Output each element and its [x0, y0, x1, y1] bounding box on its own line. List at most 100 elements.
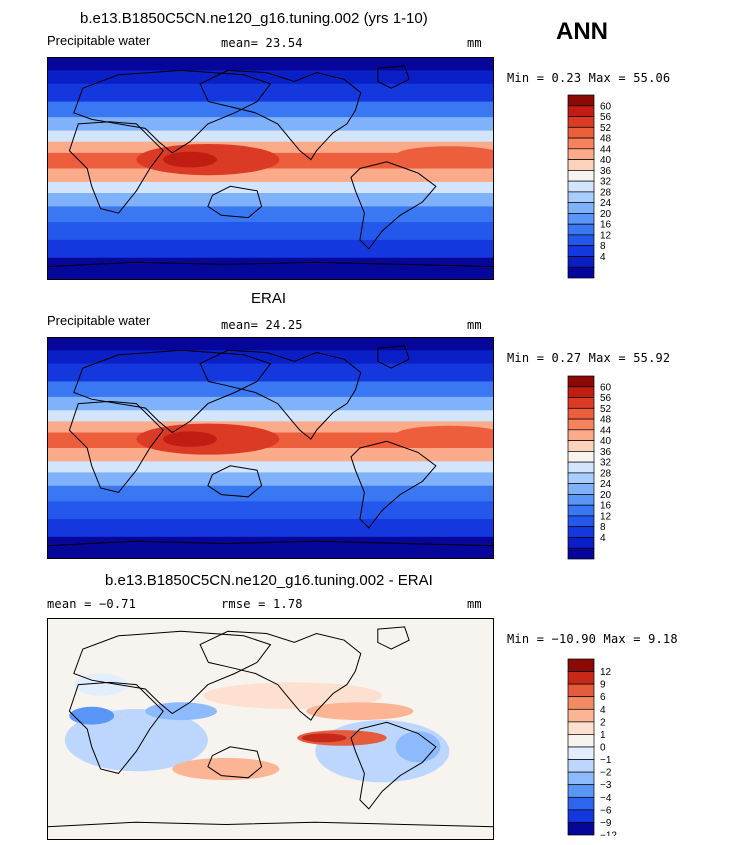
colorbar-box [567, 159, 595, 171]
anomaly-region [64, 709, 208, 772]
colorbar-box [567, 771, 595, 786]
colorbar-box [567, 213, 595, 225]
colorbar-box [567, 696, 595, 710]
colorbar-box [567, 515, 595, 528]
lat-band [47, 396, 494, 411]
colorbar-box [567, 537, 595, 549]
colorbar-tick-label: 32 [600, 458, 612, 469]
colorbar-box [567, 658, 595, 672]
season-label: ANN [556, 18, 608, 45]
coastline-south-america [350, 721, 437, 810]
coastline-eurasia [73, 630, 272, 715]
colorbar-tick-label: 9 [600, 680, 606, 691]
colorbar-box [567, 148, 595, 160]
coastline-south-america [350, 161, 437, 250]
colorbar-box [567, 494, 595, 506]
lat-band [47, 536, 494, 559]
coastline-north-america [199, 69, 362, 161]
colorbar-box [567, 245, 595, 257]
lat-band [47, 501, 494, 520]
coastline-africa [68, 681, 164, 774]
colorbar-tick-label: 12 [600, 667, 612, 678]
lat-band [47, 193, 494, 207]
anomaly-region [172, 757, 280, 781]
colorbar-tick-label: 36 [600, 447, 612, 458]
lat-band [47, 448, 494, 462]
lat-band [47, 57, 494, 71]
panel-3-mean: mean = −0.71 [47, 597, 137, 611]
colorbar-box [567, 547, 595, 560]
coastline-antarctica [47, 540, 494, 559]
lat-band [47, 410, 494, 422]
colorbar-box [567, 375, 595, 388]
lat-band [47, 181, 494, 194]
colorbar-tick-label: 4 [600, 533, 606, 544]
lat-band [47, 381, 494, 398]
colorbar-tick-label: −2 [600, 768, 612, 779]
colorbar-tick-label: 4 [600, 252, 606, 263]
colorbar-tick-label: 8 [600, 522, 606, 533]
panel-1-map [47, 57, 494, 280]
colorbar-box [567, 266, 595, 279]
colorbar-tick-label: 40 [600, 436, 612, 447]
panel-2-mean: mean= 24.25 [221, 318, 303, 332]
lat-band [47, 519, 494, 538]
panel-1-units: mm [467, 36, 482, 50]
panel-2-title: ERAI [251, 290, 287, 307]
colorbar-tick-label: 48 [600, 415, 612, 426]
colorbar-box [567, 784, 595, 798]
colorbar-tick-label: 8 [600, 241, 606, 252]
lat-band [47, 421, 494, 434]
colorbar-box [567, 759, 595, 773]
map-frame [47, 57, 494, 280]
anomaly-region [69, 706, 115, 725]
colorbar-box [567, 170, 595, 182]
colorbar-box [567, 721, 595, 735]
colorbar-tick-label: 0 [600, 743, 606, 754]
lat-band [47, 101, 494, 118]
colorbar-tick-label: 44 [600, 425, 612, 436]
anomaly-region [203, 682, 383, 709]
panel-3-units: mm [467, 597, 482, 611]
colorbar-tick-label: −9 [600, 818, 612, 829]
panel-3-map [47, 618, 494, 840]
panel-3-minmax: Min = −10.90 Max = 9.18 [507, 632, 678, 646]
colorbar-tick-label: 60 [600, 101, 612, 112]
colorbar-box [567, 809, 595, 823]
colorbar-box [567, 708, 595, 723]
anomaly-region [306, 702, 414, 721]
lat-band [47, 222, 494, 241]
coastline-antarctica [47, 821, 494, 840]
colorbar-tick-label: −3 [600, 780, 612, 791]
colorbar-tick-label: 4 [600, 705, 606, 716]
colorbar-box [567, 746, 595, 760]
colorbar-tick-label: 56 [600, 393, 612, 404]
anomaly-region [301, 733, 347, 743]
panel-3-rmse: rmse = 1.78 [221, 597, 303, 611]
colorbar-box [567, 461, 595, 474]
panel-1-mean: mean= 23.54 [221, 36, 303, 50]
colorbar-tick-label: 56 [600, 112, 612, 123]
itcz [395, 425, 494, 444]
coastline-north-america [199, 349, 362, 440]
colorbar-tick-label: −1 [600, 755, 612, 766]
lat-band [47, 70, 494, 85]
coastline-north-america [199, 630, 362, 721]
colorbar-tick-label: 16 [600, 501, 612, 512]
colorbar-tick-label: 32 [600, 177, 612, 188]
colorbar-tick-label: 16 [600, 220, 612, 231]
colorbar-tick-label: 20 [600, 490, 612, 501]
colorbar-tick-label: 2 [600, 717, 606, 728]
colorbar-tick-label: 44 [600, 144, 612, 155]
colorbar-tick-label: 28 [600, 187, 612, 198]
panel-2-variable: Precipitable water [47, 313, 151, 328]
lat-band [47, 257, 494, 280]
colorbar-tick-label: 52 [600, 123, 612, 134]
colorbar-tick-label: 12 [600, 230, 612, 241]
colorbar-tick-label: 1 [600, 730, 606, 741]
anomaly-region [145, 702, 217, 721]
lat-band [47, 472, 494, 487]
coastline-eurasia [73, 349, 272, 434]
